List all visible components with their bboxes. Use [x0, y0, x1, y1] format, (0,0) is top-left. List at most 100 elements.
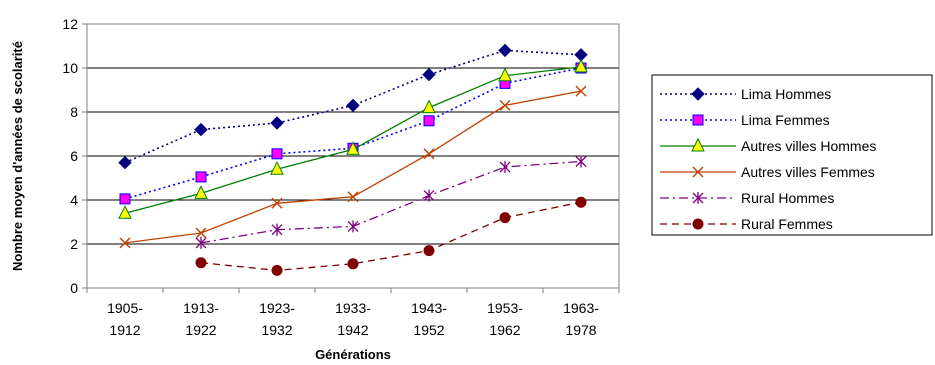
- data-point: [574, 58, 588, 73]
- data-point: [119, 193, 131, 205]
- data-point: [118, 155, 132, 170]
- y-tick-label: 8: [70, 104, 78, 120]
- legend-label: Autres villes Femmes: [741, 164, 875, 180]
- data-point-stroke: [692, 166, 704, 178]
- x-axis-title: Générations: [315, 347, 391, 362]
- data-point: [119, 237, 131, 249]
- data-point: [271, 223, 283, 236]
- data-point: [691, 87, 705, 101]
- y-tick-label: 12: [62, 16, 78, 32]
- series-group: [118, 43, 588, 276]
- data-point-stroke: [499, 99, 511, 111]
- data-point: [195, 257, 207, 269]
- data-point: [692, 166, 704, 178]
- data-point: [423, 115, 435, 127]
- data-point: [195, 227, 207, 239]
- x-tick-label: 1905-: [107, 300, 143, 316]
- series-5: [195, 196, 587, 276]
- legend-entry: Rural Femmes: [660, 216, 833, 232]
- legend-entry: Autres villes Hommes: [660, 137, 876, 154]
- x-tick-label: 1912: [109, 322, 140, 338]
- data-point: [498, 43, 512, 58]
- data-point: [423, 189, 435, 202]
- data-point: [499, 99, 511, 111]
- data-point-stroke: [347, 191, 359, 203]
- data-point: [422, 67, 436, 82]
- data-point: [347, 220, 359, 233]
- data-point-stroke: [195, 227, 207, 239]
- legend-entry: Lima Hommes: [660, 86, 831, 102]
- data-point: [195, 171, 207, 183]
- data-point: [692, 218, 704, 230]
- data-point: [692, 114, 704, 126]
- series-1: [119, 62, 587, 205]
- x-tick-label: 1953-: [487, 300, 523, 316]
- y-axis-title: Nombre moyen d'années de scolarité: [10, 41, 25, 271]
- data-point: [271, 264, 283, 276]
- series-line: [124, 67, 582, 200]
- data-point-stroke: [423, 148, 435, 160]
- x-tick-label: 1943-: [411, 300, 447, 316]
- x-axis-ticks: 1905- 1912 1913- 1922 1923- 1932 1933- 1942 1943…: [86, 288, 620, 338]
- x-tick-label: 1942: [337, 322, 368, 338]
- legend-label: Rural Femmes: [741, 216, 833, 232]
- series-line: [200, 160, 582, 244]
- series-4: [195, 155, 587, 249]
- data-point-stroke: [119, 237, 131, 249]
- series-3: [119, 85, 587, 249]
- y-tick-label: 10: [62, 60, 78, 76]
- data-point: [347, 191, 359, 203]
- data-point: [195, 236, 207, 249]
- data-point-stroke: [575, 85, 587, 97]
- gridlines: [87, 23, 619, 245]
- data-point: [271, 148, 283, 160]
- y-tick-label: 4: [70, 192, 78, 208]
- x-tick-label: 1923-: [259, 300, 295, 316]
- x-tick-label: 1933-: [335, 300, 371, 316]
- legend-label: Autres villes Hommes: [741, 138, 876, 154]
- data-point: [692, 192, 704, 204]
- legend-label: Lima Hommes: [741, 86, 831, 102]
- x-tick-label: 1978: [565, 322, 596, 338]
- data-point: [347, 258, 359, 270]
- series-0: [118, 43, 588, 170]
- y-tick-label: 6: [70, 148, 78, 164]
- x-tick-label: 1913-: [183, 300, 219, 316]
- data-point: [499, 161, 511, 173]
- data-point: [575, 196, 587, 208]
- legend-entry: Autres villes Femmes: [660, 164, 875, 180]
- y-axis-ticks: 0 2 4 6 8 10 12: [62, 16, 87, 296]
- data-point: [270, 161, 284, 175]
- legend-box: [651, 74, 933, 236]
- x-tick-label: 1962: [489, 322, 520, 338]
- y-tick-label: 0: [70, 280, 78, 296]
- legend-entry: Lima Femmes: [660, 112, 830, 128]
- legend-label: Rural Hommes: [741, 190, 834, 206]
- data-point: [423, 148, 435, 160]
- data-point: [346, 141, 360, 155]
- data-point: [270, 116, 284, 130]
- y-tick-label: 2: [70, 236, 78, 252]
- legend: Lima Hommes Lima Femmes Autres villes Homm…: [651, 74, 933, 236]
- data-point: [194, 185, 208, 199]
- data-point: [423, 245, 435, 257]
- x-tick-label: 1963-: [563, 300, 599, 316]
- data-point-stroke: [271, 197, 283, 209]
- x-tick-label: 1932: [261, 322, 292, 338]
- data-point: [118, 205, 132, 219]
- legend-entry: Rural Hommes: [660, 190, 834, 206]
- x-tick-label: 1922: [185, 322, 216, 338]
- data-point: [691, 137, 705, 152]
- data-point: [194, 122, 208, 137]
- data-point: [498, 67, 512, 82]
- data-point: [271, 197, 283, 209]
- data-point: [575, 155, 587, 168]
- legend-label: Lima Femmes: [741, 112, 830, 128]
- data-point: [575, 85, 587, 97]
- data-point: [499, 212, 511, 224]
- data-point: [422, 99, 436, 114]
- series-line: [124, 66, 582, 214]
- series-line: [200, 201, 582, 272]
